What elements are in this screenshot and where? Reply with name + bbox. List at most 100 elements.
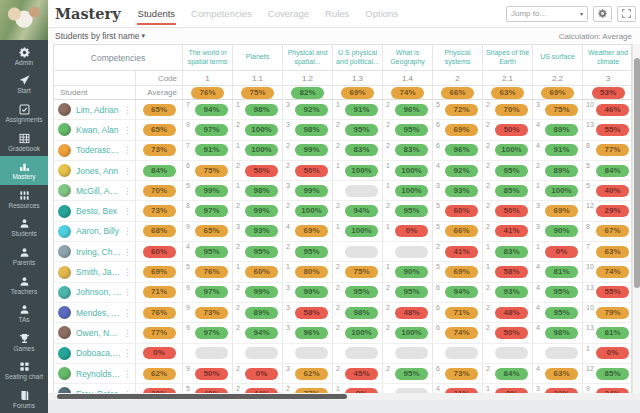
- score-cell[interactable]: 295%: [383, 201, 433, 220]
- sidebar-item-parents[interactable]: Parents: [0, 242, 48, 271]
- student-name[interactable]: Toderascu, Alina: [76, 145, 122, 155]
- score-cell[interactable]: 275%: [333, 262, 383, 281]
- sidebar-item-mastery[interactable]: Mastery: [0, 156, 48, 185]
- score-pill[interactable]: 75%: [345, 266, 378, 278]
- score-cell[interactable]: [383, 242, 433, 261]
- score-cell[interactable]: 198%: [233, 181, 283, 200]
- score-cell[interactable]: [383, 344, 433, 363]
- score-pill[interactable]: 100%: [345, 165, 378, 177]
- kebab-menu-icon[interactable]: ⋮: [123, 308, 132, 318]
- score-cell[interactable]: 399%: [283, 181, 333, 200]
- score-pill[interactable]: 83%: [345, 144, 378, 156]
- score-pill[interactable]: 73%: [195, 307, 228, 319]
- score-pill[interactable]: 95%: [545, 286, 578, 298]
- sidebar-item-start[interactable]: Start: [0, 71, 48, 100]
- score-cell[interactable]: 396%: [283, 323, 333, 342]
- score-pill[interactable]: 81%: [545, 266, 578, 278]
- score-cell[interactable]: 2100%: [233, 120, 283, 139]
- score-pill[interactable]: 0%: [395, 225, 428, 237]
- tab-options[interactable]: Options: [364, 0, 399, 28]
- student-name[interactable]: Irving, Charles: [76, 247, 122, 257]
- score-pill[interactable]: 74%: [445, 327, 478, 339]
- score-pill[interactable]: 96%: [295, 327, 328, 339]
- sidebar-item-students[interactable]: Students: [0, 214, 48, 243]
- kebab-menu-icon[interactable]: ⋮: [123, 125, 132, 135]
- tab-coverage[interactable]: Coverage: [267, 0, 310, 28]
- score-cell[interactable]: 694%: [433, 283, 483, 302]
- score-cell[interactable]: 675%: [183, 161, 233, 180]
- score-pill[interactable]: 98%: [245, 185, 278, 197]
- score-pill[interactable]: 100%: [395, 165, 428, 177]
- score-pill[interactable]: 95%: [195, 246, 228, 258]
- student-name[interactable]: Besto, Bex: [76, 206, 122, 216]
- score-pill[interactable]: 58%: [295, 307, 328, 319]
- score-cell[interactable]: 241%: [433, 242, 483, 261]
- score-pill[interactable]: 0%: [245, 368, 278, 380]
- score-cell[interactable]: 495%: [533, 303, 583, 322]
- score-cell[interactable]: 1100%: [333, 161, 383, 180]
- score-pill[interactable]: 91%: [195, 144, 228, 156]
- score-pill[interactable]: 40%: [596, 185, 629, 197]
- score-pill[interactable]: 98%: [345, 307, 378, 319]
- score-pill[interactable]: 95%: [545, 307, 578, 319]
- score-cell[interactable]: [533, 344, 583, 363]
- score-cell[interactable]: [483, 344, 533, 363]
- score-cell[interactable]: 398%: [283, 120, 333, 139]
- score-pill[interactable]: 98%: [545, 327, 578, 339]
- score-pill[interactable]: 72%: [445, 104, 478, 116]
- score-cell[interactable]: 283%: [333, 141, 383, 160]
- score-cell[interactable]: 283%: [383, 141, 433, 160]
- score-pill[interactable]: 50%: [495, 205, 528, 217]
- score-cell[interactable]: 393%: [433, 181, 483, 200]
- score-pill[interactable]: 97%: [195, 205, 228, 217]
- score-cell[interactable]: 1074%: [583, 262, 631, 281]
- score-cell[interactable]: 299%: [283, 141, 333, 160]
- score-pill[interactable]: 89%: [545, 165, 578, 177]
- score-cell[interactable]: 289%: [233, 303, 283, 322]
- score-cell[interactable]: 669%: [433, 120, 483, 139]
- student-name[interactable]: Kwan, Alan: [76, 125, 122, 135]
- competency-header[interactable]: Planets: [233, 45, 283, 70]
- score-cell[interactable]: 673%: [433, 364, 483, 383]
- score-pill[interactable]: 100%: [295, 205, 328, 217]
- competency-header[interactable]: What is Geography: [383, 45, 433, 70]
- kebab-menu-icon[interactable]: ⋮: [123, 369, 132, 379]
- score-cell[interactable]: 791%: [183, 141, 233, 160]
- score-cell[interactable]: 763%: [583, 242, 631, 261]
- score-pill[interactable]: [345, 246, 378, 258]
- score-cell[interactable]: 198%: [233, 100, 283, 119]
- score-cell[interactable]: 973%: [183, 303, 233, 322]
- score-pill[interactable]: 0%: [596, 347, 629, 359]
- score-pill[interactable]: 65%: [195, 225, 228, 237]
- score-cell[interactable]: 560%: [433, 201, 483, 220]
- score-pill[interactable]: 75%: [195, 165, 228, 177]
- score-pill[interactable]: 75%: [545, 104, 578, 116]
- competency-header[interactable]: Shapes of the Earth: [483, 45, 533, 70]
- score-cell[interactable]: 295%: [283, 242, 333, 261]
- score-pill[interactable]: 83%: [395, 144, 428, 156]
- score-cell[interactable]: 1079%: [583, 303, 631, 322]
- score-cell[interactable]: 1100%: [383, 161, 433, 180]
- score-cell[interactable]: 540%: [583, 181, 631, 200]
- score-pill[interactable]: 96%: [395, 104, 428, 116]
- score-pill[interactable]: 50%: [195, 368, 228, 380]
- score-cell[interactable]: 498%: [533, 323, 583, 342]
- score-cell[interactable]: 599%: [183, 181, 233, 200]
- sidebar-item-assignments[interactable]: Assignments: [0, 99, 48, 128]
- tab-competencies[interactable]: Competencies: [190, 0, 253, 28]
- score-cell[interactable]: 897%: [183, 201, 233, 220]
- kebab-menu-icon[interactable]: ⋮: [123, 247, 132, 257]
- score-pill[interactable]: 89%: [545, 124, 578, 136]
- score-pill[interactable]: 100%: [245, 124, 278, 136]
- kebab-menu-icon[interactable]: ⋮: [123, 226, 132, 236]
- score-cell[interactable]: 492%: [433, 161, 483, 180]
- score-pill[interactable]: 79%: [596, 307, 629, 319]
- score-pill[interactable]: 50%: [495, 124, 528, 136]
- score-pill[interactable]: 99%: [295, 286, 328, 298]
- fullscreen-button[interactable]: [617, 6, 636, 22]
- score-pill[interactable]: 69%: [545, 205, 578, 217]
- score-cell[interactable]: 469%: [283, 222, 333, 241]
- score-pill[interactable]: 63%: [596, 246, 629, 258]
- score-pill[interactable]: 46%: [596, 104, 629, 116]
- score-pill[interactable]: 93%: [245, 225, 278, 237]
